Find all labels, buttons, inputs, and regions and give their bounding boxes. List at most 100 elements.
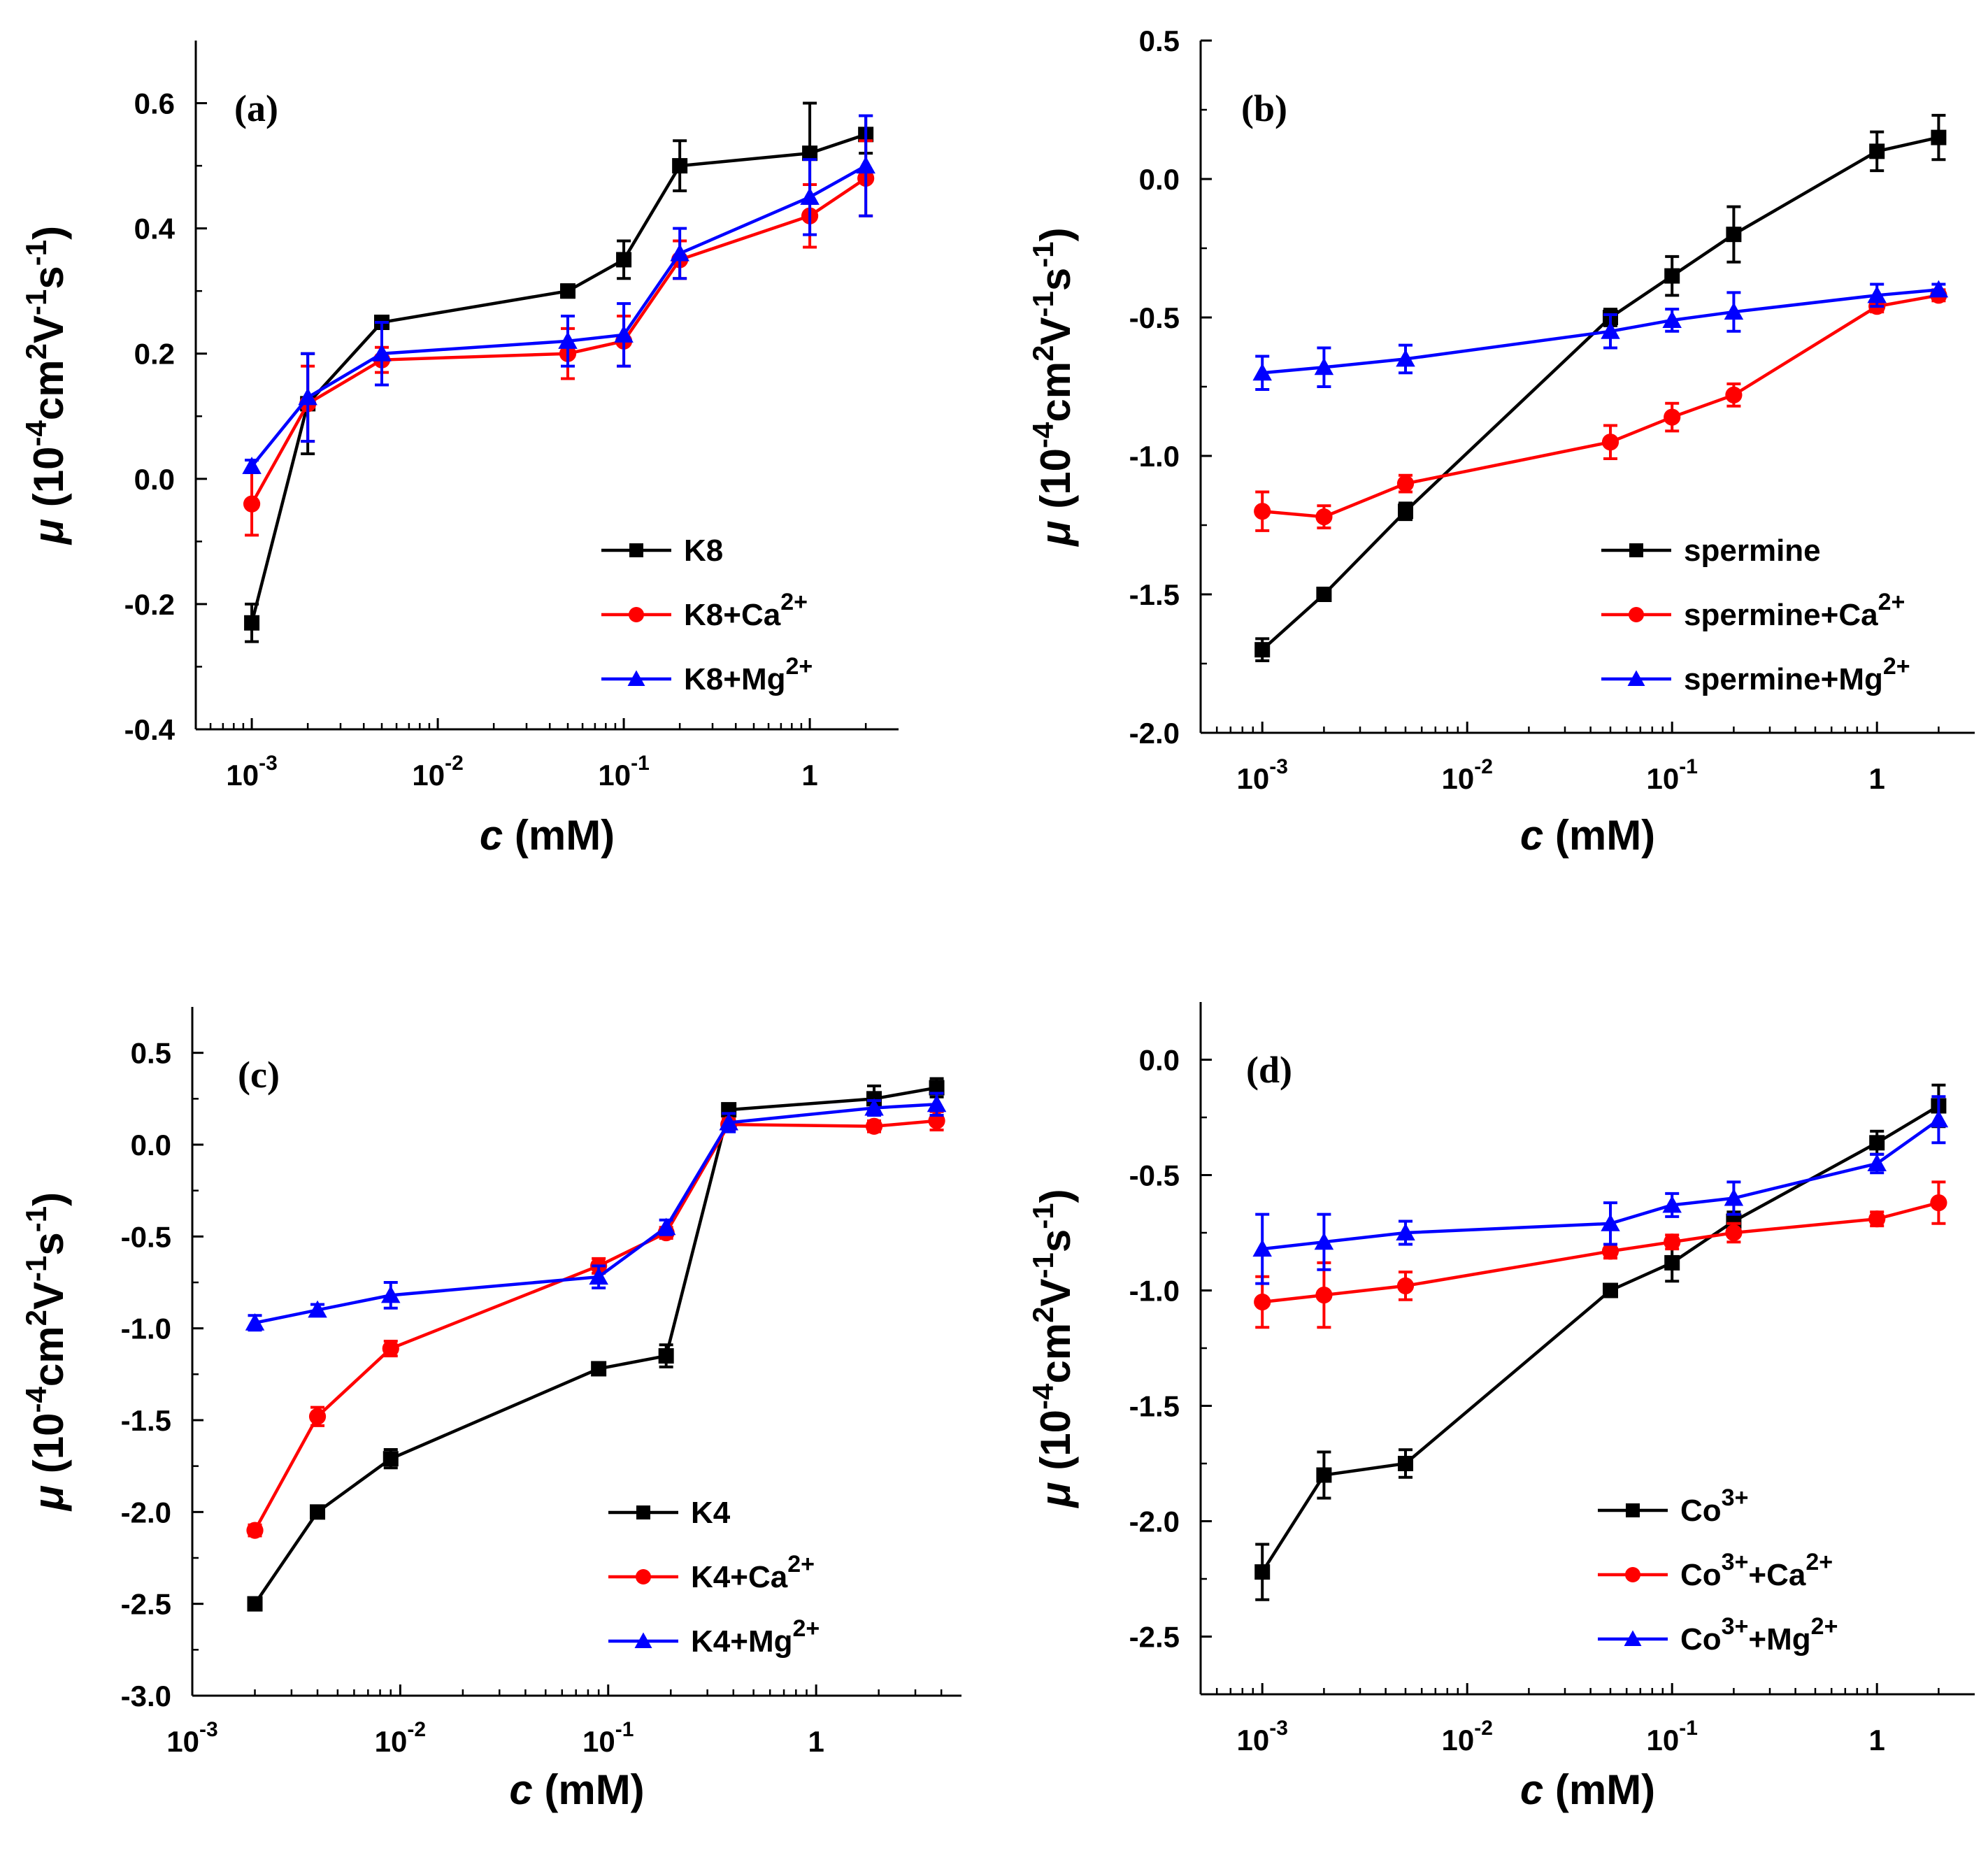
data-point [856,156,875,174]
data-point [591,1361,607,1377]
data-point [802,145,818,162]
chart-panel-d: -2.5 -2.0 -1.5 -1.0 -0.5 0.0 10-3 10-2 10-1 1 (d) c… [1027,1002,1975,1813]
panel-label: (b) [1241,87,1287,129]
series-2: Co3++Mg2+ [1252,1095,1949,1657]
data-point [1396,1223,1415,1240]
data-point [1726,227,1742,243]
series-1: spermine+Ca2+ [1254,287,1947,632]
y-tick-label: -1.0 [1129,440,1180,473]
x-axis-title: c (mM) [1520,1766,1655,1813]
series-2: K4+Mg2+ [245,1092,947,1659]
x-tick-label: 10-3 [166,1718,217,1758]
data-point [1396,1277,1415,1294]
legend-label: spermine+Ca2+ [1684,589,1905,632]
x-tick-label: 10-2 [412,752,463,792]
data-point [1316,1467,1332,1483]
series-2: K8+Mg2+ [242,114,875,696]
y-tick-label: -2.0 [1129,1505,1180,1538]
y-tick-label: 0.2 [134,338,175,371]
data-point [1869,1135,1885,1151]
legend-label: K8 [684,534,723,568]
legend-label: K8+Ca2+ [684,589,808,632]
y-axis-title: μ (10-4cm2V-1s-1) [1027,227,1079,547]
data-point [1725,1224,1743,1242]
series-1: K8+Ca2+ [243,139,875,632]
y-tick-label: -1.5 [121,1404,171,1437]
x-tick-label: 10-1 [598,752,649,792]
data-point [1664,1233,1681,1251]
legend-marker [629,607,644,622]
x-tick-label: 10-1 [1646,755,1697,795]
legend-label: Co3+ [1680,1484,1748,1528]
data-point [1314,1232,1334,1250]
data-point [1724,302,1744,320]
data-point [1315,508,1333,526]
data-point [865,1117,883,1135]
x-tick-label: 1 [1869,762,1885,795]
legend-marker [1625,1567,1640,1582]
data-point [1726,1213,1742,1229]
data-point [1316,587,1332,602]
x-tick-label: 1 [1869,1724,1885,1757]
y-tick-label: 0.6 [134,87,175,120]
x-tick-label: 10-2 [375,1718,426,1758]
panel-label: (a) [234,87,278,129]
data-point [672,158,688,174]
y-tick-label: -0.2 [124,588,175,621]
x-tick-label: 1 [801,759,817,792]
data-point [1396,349,1415,367]
y-axis-title: μ (10-4cm2V-1s-1) [1027,1189,1079,1508]
data-point [247,1596,263,1612]
data-point [614,325,634,343]
legend-label: K4+Mg2+ [691,1615,820,1659]
series-line [1261,1104,1940,1573]
chart-panel-b: -2.0 -1.5 -1.0 -0.5 0.0 0.5 10-3 10-2 10-1 1 (b) c … [1027,24,1975,859]
y-tick-label: 0.0 [134,463,175,496]
legend-marker [1624,1630,1642,1646]
data-point [1664,408,1681,426]
legend-label: K8+Mg2+ [684,653,813,696]
data-point [310,1504,326,1520]
x-axis-title: c (mM) [509,1766,644,1813]
y-tick-label: -1.5 [1129,1390,1180,1423]
x-tick-label: 10-3 [1236,1717,1287,1757]
x-tick-label: 1 [808,1725,824,1758]
legend-marker [636,1569,651,1584]
data-point [1254,1564,1271,1580]
data-point [1601,1214,1620,1231]
data-point [1930,1194,1947,1212]
data-point [616,252,632,268]
legend-label: K4+Ca2+ [691,1551,815,1594]
series-line [253,1086,937,1605]
series-0: Co3+ [1254,1083,1947,1601]
y-tick-label: 0.5 [131,1037,171,1070]
series-0: spermine [1254,113,1947,663]
series-line [1261,1118,1940,1251]
series-line [1262,294,1939,519]
y-tick-label: -0.5 [121,1220,171,1253]
data-point [1869,143,1885,159]
panel-label: (c) [238,1054,280,1096]
series-2: spermine+Mg2+ [1252,280,1949,696]
data-point [656,1217,676,1236]
data-point [308,1300,327,1318]
y-tick-label: -1.5 [1129,578,1180,611]
y-tick-label: -2.5 [1129,1621,1180,1654]
y-tick-label: -0.5 [1129,301,1180,334]
data-point [1662,1195,1682,1213]
data-point [242,457,262,474]
legend-marker [634,1632,652,1648]
data-point [1398,1456,1414,1471]
series-0: K8 [244,101,874,643]
legend-marker [1629,607,1644,622]
legend-marker [1626,1503,1640,1517]
data-point [1662,310,1682,328]
y-tick-label: -1.0 [1129,1275,1180,1308]
series-0: K4 [247,1077,945,1612]
data-point [1254,1293,1271,1311]
legend-label: K4 [691,1496,731,1530]
data-point [1603,1282,1619,1298]
data-point [1601,434,1619,451]
data-point [1867,285,1887,303]
